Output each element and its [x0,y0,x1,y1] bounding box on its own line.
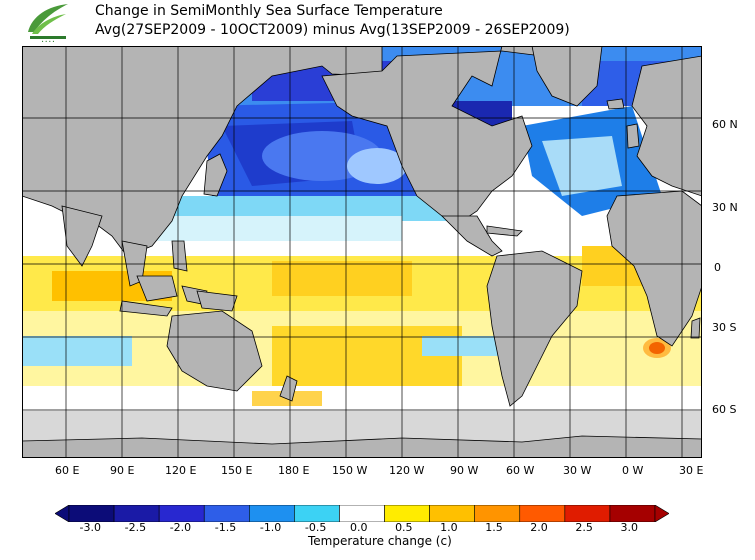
colorbar-swatch [519,505,566,522]
lon-label: 90 W [450,464,479,477]
lon-label: 150 W [332,464,368,477]
colorbar-swatch [294,505,340,522]
lat-label-equator: 0 [714,261,721,274]
colorbar-swatch [609,505,656,522]
colorbar-tick-label: 2.0 [530,521,548,534]
map-subtitle: Avg(27SEP2009 - 10OCT2009) minus Avg(13S… [95,22,570,38]
colorbar-swatch [113,505,160,522]
svg-text:• • • •: • • • • [41,39,54,44]
lon-label: 60 W [506,464,535,477]
colorbar-arrow-low [55,505,70,522]
colorbar [55,505,669,522]
lat-label-30n: 30 N [712,201,738,214]
colorbar-tick-label: 0.0 [350,521,368,534]
colorbar-tick-label: -1.0 [259,521,282,534]
lon-label: 120 W [389,464,425,477]
lon-label: 120 E [165,464,197,477]
colorbar-swatch [564,505,611,522]
colorbar-swatch [474,505,521,522]
colorbar-tick-label: 3.0 [620,521,638,534]
lon-label: 30 W [563,464,592,477]
lon-label: 90 E [110,464,135,477]
colorbar-swatch [339,505,385,522]
sst-change-map [22,46,702,458]
colorbar-tick-label: -2.5 [124,521,147,534]
colorbar-tick-label: 2.5 [575,521,593,534]
agency-logo: • • • • [22,2,74,44]
colorbar-tick-label: -3.0 [79,521,101,534]
colorbar-swatch [384,505,430,522]
colorbar-tick-label: -1.5 [214,521,237,534]
colorbar-swatch [249,505,295,522]
colorbar-tick-label: 1.5 [485,521,503,534]
colorbar-title: Temperature change (c) [308,534,452,548]
colorbar-swatch [158,505,205,522]
colorbar-swatch [203,505,250,522]
colorbar-tick-label: -0.5 [304,521,327,534]
lat-label-60s: 60 S [712,403,737,416]
colorbar-tick-label: 1.0 [440,521,458,534]
colorbar-tick-label: 0.5 [395,521,413,534]
colorbar-swatch [429,505,475,522]
lon-label: 150 E [221,464,253,477]
lat-label-60n: 60 N [712,118,738,131]
colorbar-arrow-high [654,505,669,522]
colorbar-tick-label: -2.0 [169,521,192,534]
lat-label-30s: 30 S [712,321,737,334]
colorbar-swatch [68,505,115,522]
lon-label: 60 E [55,464,80,477]
lon-label: 30 E [679,464,704,477]
lon-label: 0 W [622,464,644,477]
lon-label: 180 E [278,464,310,477]
map-title: Change in SemiMonthly Sea Surface Temper… [95,3,443,19]
